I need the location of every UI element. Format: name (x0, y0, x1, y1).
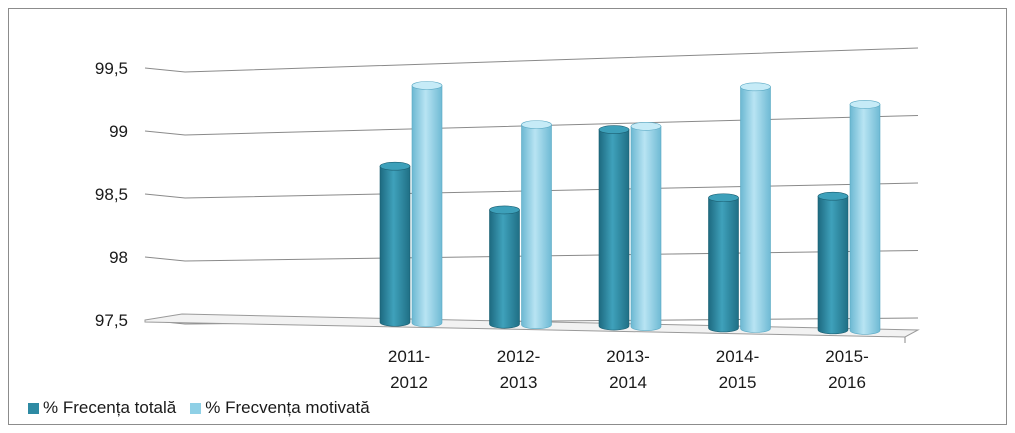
y-tick-label: 98,5 (95, 185, 128, 204)
bar-cap (379, 161, 411, 171)
bar (489, 205, 520, 329)
legend-swatch-total (28, 402, 39, 414)
x-category-label: 2012-2013 (497, 347, 540, 392)
bar-cap (708, 193, 739, 203)
bar (411, 81, 443, 328)
bar-body (521, 124, 552, 329)
bar-cap (740, 82, 771, 92)
x-category-label: 2013-2014 (606, 347, 649, 392)
legend-label-total: % Frecența totală (43, 398, 177, 417)
gridline (144, 182, 919, 199)
legend-item-total: % Frecența totală (28, 398, 176, 418)
bars (379, 81, 881, 335)
bar-cap (849, 100, 881, 109)
y-tick-label: 97,5 (95, 311, 128, 330)
bar (521, 120, 552, 329)
bar (740, 82, 771, 333)
gridline (144, 250, 919, 262)
bar-cap (521, 120, 552, 129)
bar-body (379, 165, 411, 327)
gridline (144, 115, 919, 136)
bar-body (411, 85, 443, 328)
gridline (144, 47, 919, 73)
bar-cap (598, 125, 630, 134)
bar-cap (411, 81, 443, 90)
bar-body (489, 209, 520, 329)
bar (379, 161, 411, 327)
legend: % Frecența totală % Frecvența motivată (28, 398, 370, 418)
y-tick-label: 99 (109, 122, 128, 141)
legend-swatch-motivated (190, 402, 202, 414)
bar (817, 191, 849, 335)
x-category-label: 2015-2016 (825, 347, 868, 392)
bar (849, 100, 881, 335)
bar-cap (630, 122, 662, 131)
bar-body (817, 195, 849, 335)
bar-cap (817, 191, 849, 201)
y-tick-label: 99,5 (95, 59, 128, 78)
legend-item-motivated: % Frecvența motivată (190, 398, 370, 418)
x-axis-labels: 2011-2012 2012-2013 2013-2014 2014-2015 2015… (388, 347, 869, 392)
y-axis-ticks: 97,5 98 98,5 99 99,5 (95, 59, 128, 330)
x-category-label: 2011-2012 (388, 347, 430, 392)
bar (630, 122, 662, 331)
bar-cap (489, 205, 520, 215)
bar-body (849, 104, 881, 335)
legend-label-motivated: % Frecvența motivată (205, 398, 370, 417)
bar-body (740, 86, 771, 333)
bar-body (630, 126, 662, 331)
x-category-label: 2014-2015 (716, 347, 759, 392)
bar-body (708, 197, 739, 333)
bar (708, 193, 739, 333)
bar (598, 125, 630, 331)
bar-body (598, 129, 630, 331)
y-tick-label: 98 (109, 248, 128, 267)
